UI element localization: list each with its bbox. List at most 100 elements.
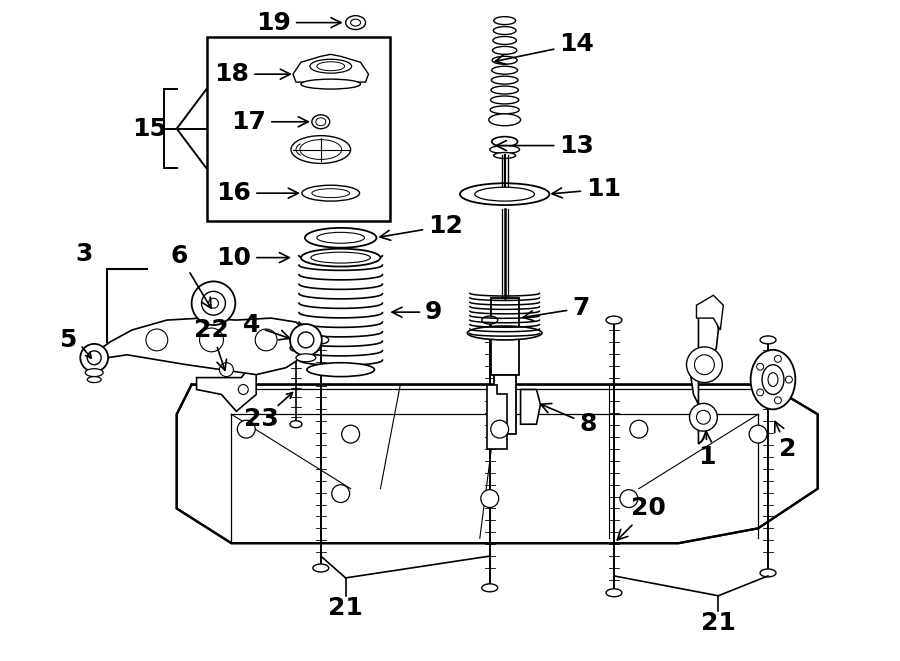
Text: 7: 7 [523, 296, 590, 321]
Ellipse shape [86, 369, 104, 377]
Ellipse shape [760, 569, 776, 577]
Circle shape [342, 425, 360, 443]
Ellipse shape [351, 19, 361, 26]
Ellipse shape [307, 363, 374, 377]
Circle shape [146, 329, 167, 351]
Text: 10: 10 [216, 246, 289, 270]
Ellipse shape [300, 139, 342, 159]
Circle shape [620, 490, 638, 508]
Ellipse shape [302, 185, 360, 201]
Circle shape [202, 292, 225, 315]
Text: 13: 13 [497, 134, 594, 157]
Text: 14: 14 [495, 32, 594, 64]
Ellipse shape [494, 17, 516, 24]
Text: 20: 20 [617, 496, 666, 540]
Circle shape [695, 355, 715, 375]
Text: 16: 16 [216, 181, 298, 205]
Bar [494, 375, 516, 434]
Ellipse shape [482, 316, 498, 324]
Polygon shape [196, 355, 256, 411]
Ellipse shape [467, 326, 542, 340]
Circle shape [200, 328, 223, 352]
Ellipse shape [606, 316, 622, 324]
Text: 21: 21 [328, 596, 363, 619]
Text: 4: 4 [242, 313, 290, 340]
Ellipse shape [301, 249, 381, 266]
Ellipse shape [312, 115, 329, 129]
Ellipse shape [751, 350, 796, 409]
Ellipse shape [313, 336, 328, 344]
Ellipse shape [310, 59, 352, 73]
Circle shape [80, 344, 108, 371]
Ellipse shape [346, 16, 365, 30]
Ellipse shape [606, 589, 622, 597]
Circle shape [774, 356, 781, 362]
Text: 21: 21 [701, 611, 736, 635]
Ellipse shape [460, 183, 549, 205]
Ellipse shape [296, 354, 316, 362]
Circle shape [749, 425, 767, 443]
Ellipse shape [760, 336, 776, 344]
Text: 8: 8 [541, 403, 597, 436]
Text: 11: 11 [552, 177, 621, 201]
Bar [206, 38, 391, 221]
Ellipse shape [491, 96, 518, 104]
Text: 5: 5 [58, 328, 76, 352]
Text: 6: 6 [171, 244, 212, 308]
Ellipse shape [317, 61, 345, 71]
Polygon shape [487, 385, 507, 449]
Ellipse shape [475, 187, 535, 201]
Circle shape [630, 420, 648, 438]
Polygon shape [520, 389, 540, 424]
Ellipse shape [492, 46, 517, 54]
Circle shape [757, 389, 763, 396]
Circle shape [481, 490, 499, 508]
Ellipse shape [492, 56, 517, 64]
Circle shape [238, 385, 248, 395]
Circle shape [298, 332, 314, 348]
Ellipse shape [482, 584, 498, 592]
Ellipse shape [762, 365, 784, 395]
Text: 15: 15 [132, 117, 166, 141]
Polygon shape [697, 295, 724, 330]
Circle shape [491, 420, 508, 438]
Ellipse shape [301, 79, 361, 89]
Circle shape [238, 420, 256, 438]
Ellipse shape [768, 373, 778, 387]
Circle shape [687, 347, 723, 383]
Ellipse shape [312, 188, 349, 198]
Ellipse shape [310, 252, 371, 263]
Ellipse shape [87, 377, 101, 383]
Ellipse shape [493, 36, 517, 44]
Circle shape [786, 376, 792, 383]
Ellipse shape [491, 76, 518, 84]
Text: 1: 1 [698, 432, 716, 469]
Circle shape [332, 485, 349, 502]
Polygon shape [176, 385, 818, 543]
Text: 23: 23 [244, 407, 278, 431]
Circle shape [256, 329, 277, 351]
Circle shape [290, 324, 322, 356]
Bar [491, 298, 518, 375]
Text: 22: 22 [194, 318, 229, 370]
Polygon shape [293, 54, 368, 82]
Ellipse shape [290, 344, 302, 352]
Ellipse shape [291, 136, 351, 163]
Text: 18: 18 [214, 62, 291, 86]
Text: 2: 2 [775, 422, 796, 461]
Text: 3: 3 [76, 242, 93, 266]
Text: 12: 12 [380, 214, 463, 240]
Ellipse shape [493, 26, 516, 34]
Ellipse shape [317, 232, 364, 243]
Text: 9: 9 [392, 300, 443, 324]
Polygon shape [92, 318, 310, 375]
Ellipse shape [490, 145, 519, 153]
Ellipse shape [491, 137, 518, 147]
Ellipse shape [316, 118, 326, 126]
Circle shape [192, 282, 235, 325]
Text: 17: 17 [231, 110, 308, 134]
Circle shape [774, 397, 781, 404]
Circle shape [87, 351, 101, 365]
Ellipse shape [491, 106, 519, 114]
Ellipse shape [491, 66, 518, 74]
